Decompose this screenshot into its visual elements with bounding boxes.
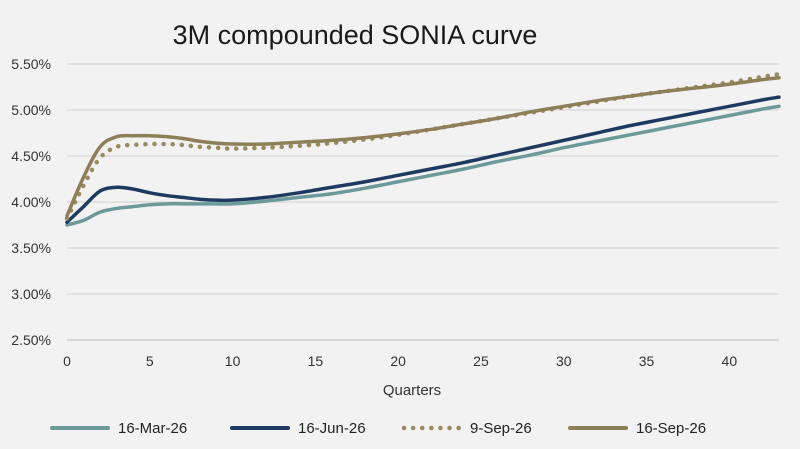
y-tick-label: 5.00% [11,102,51,118]
legend-label: 16-Mar-26 [118,420,187,437]
x-tick-label: 25 [473,353,489,369]
x-axis-label: Quarters [383,382,441,399]
series-line-16-Mar-26 [65,104,781,227]
series-lines [64,71,782,227]
x-tick-label: 15 [308,353,324,369]
y-tick-label: 4.00% [11,194,51,210]
y-tick-label: 2.50% [11,332,51,348]
x-tick-label: 40 [722,353,738,369]
y-tick-label: 3.00% [11,286,51,302]
x-tick-label: 35 [639,353,655,369]
x-tick-label: 10 [225,353,241,369]
y-tick-label: 3.50% [11,240,51,256]
legend-label: 16-Sep-26 [636,420,706,437]
x-tick-label: 0 [63,353,71,369]
gridlines [67,63,779,295]
y-tick-label: 5.50% [11,56,51,72]
y-tick-label: 4.50% [11,148,51,164]
y-axis-tick-labels: 2.50% 3.00% 3.50% 4.00% 4.50% 5.00% 5.50% [11,56,51,348]
series-line-16-Jun-26 [65,95,781,224]
legend-label: 16-Jun-26 [298,420,366,437]
legend: 16-Mar-26 16-Jun-26 9-Sep-26 16-Sep-26 [50,420,706,437]
x-tick-label: 5 [146,353,154,369]
x-tick-label: 30 [556,353,572,369]
series-line-16-Sep-26 [65,76,781,218]
chart-title: 3M compounded SONIA curve [173,20,538,50]
x-tick-label: 20 [390,353,406,369]
x-axis-tick-labels: 0 5 10 15 20 25 30 35 40 [63,353,737,369]
legend-label: 9-Sep-26 [470,420,532,437]
